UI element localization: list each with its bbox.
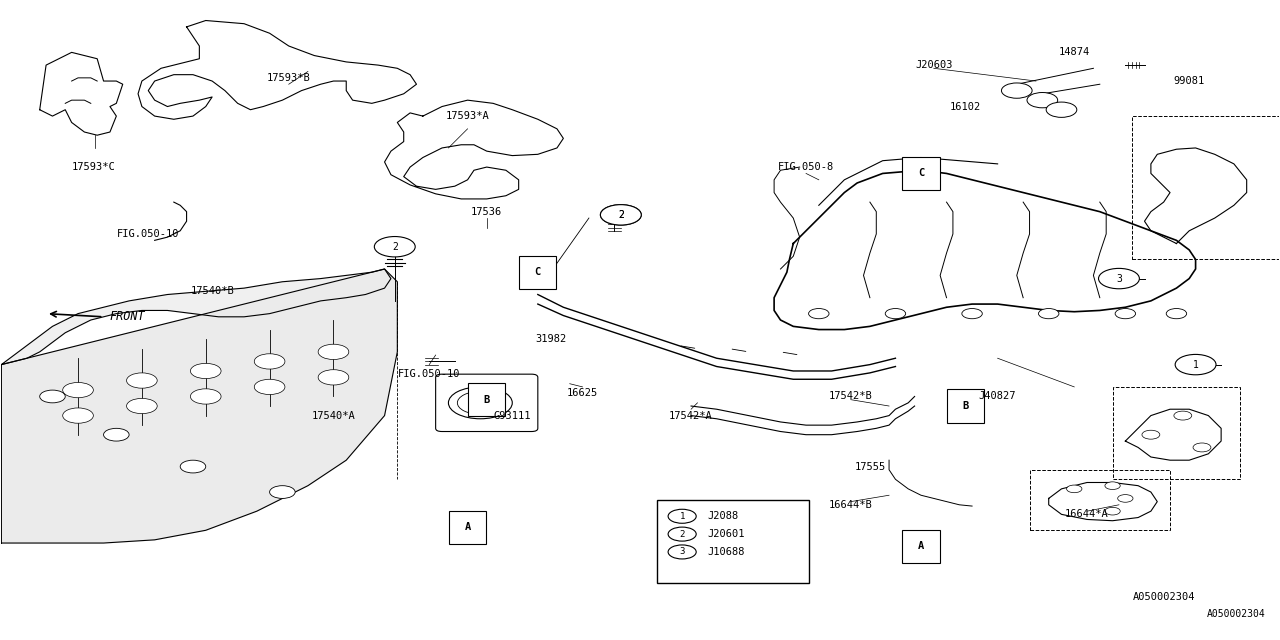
- Circle shape: [961, 308, 982, 319]
- Circle shape: [255, 380, 285, 394]
- Text: B: B: [484, 395, 490, 404]
- Circle shape: [1117, 495, 1133, 502]
- FancyBboxPatch shape: [468, 383, 506, 416]
- Text: 2: 2: [618, 210, 623, 220]
- Text: 31982: 31982: [535, 334, 566, 344]
- Circle shape: [668, 527, 696, 541]
- Text: FIG.050-10: FIG.050-10: [398, 369, 461, 379]
- Circle shape: [63, 408, 93, 423]
- Text: 16625: 16625: [567, 388, 598, 398]
- Circle shape: [1027, 93, 1057, 108]
- Circle shape: [1174, 411, 1192, 420]
- Circle shape: [809, 308, 829, 319]
- Circle shape: [1046, 102, 1076, 117]
- Circle shape: [1105, 482, 1120, 490]
- Polygon shape: [1, 269, 397, 543]
- Text: FIG.050-8: FIG.050-8: [778, 162, 835, 172]
- Text: 17540*B: 17540*B: [191, 286, 234, 296]
- Text: J40827: J40827: [979, 392, 1016, 401]
- Text: 1: 1: [1193, 360, 1198, 370]
- Text: J20603: J20603: [915, 60, 952, 70]
- FancyBboxPatch shape: [902, 157, 940, 190]
- Circle shape: [104, 428, 129, 441]
- Text: FRONT: FRONT: [110, 310, 146, 323]
- Circle shape: [1193, 443, 1211, 452]
- Text: 14874: 14874: [1059, 47, 1089, 58]
- Text: G93111: G93111: [494, 411, 531, 420]
- Text: 17536: 17536: [471, 207, 502, 217]
- Text: A: A: [465, 522, 471, 532]
- FancyBboxPatch shape: [449, 511, 486, 543]
- Text: 17593*C: 17593*C: [72, 162, 115, 172]
- Circle shape: [191, 389, 221, 404]
- Circle shape: [191, 364, 221, 379]
- Text: 1: 1: [680, 512, 685, 521]
- Circle shape: [1166, 308, 1187, 319]
- Text: 3: 3: [680, 547, 685, 556]
- Circle shape: [255, 354, 285, 369]
- Circle shape: [40, 390, 65, 403]
- Text: J10688: J10688: [708, 547, 745, 557]
- Circle shape: [886, 308, 906, 319]
- Text: 2: 2: [680, 530, 685, 539]
- Circle shape: [457, 392, 503, 414]
- Circle shape: [1105, 508, 1120, 515]
- Text: 2: 2: [392, 242, 398, 252]
- Circle shape: [1066, 485, 1082, 493]
- Circle shape: [668, 545, 696, 559]
- Text: B: B: [963, 401, 969, 411]
- Circle shape: [1098, 268, 1139, 289]
- Text: 17555: 17555: [854, 461, 886, 472]
- Text: 3: 3: [1116, 273, 1121, 284]
- Circle shape: [319, 344, 348, 360]
- FancyBboxPatch shape: [947, 390, 984, 422]
- Text: 17542*B: 17542*B: [829, 392, 873, 401]
- Circle shape: [180, 460, 206, 473]
- Text: 17540*A: 17540*A: [311, 411, 356, 420]
- Circle shape: [374, 237, 415, 257]
- Circle shape: [1115, 308, 1135, 319]
- Circle shape: [1038, 308, 1059, 319]
- Text: A: A: [918, 541, 924, 551]
- Text: A050002304: A050002304: [1207, 609, 1266, 620]
- Circle shape: [448, 387, 512, 419]
- Text: A050002304: A050002304: [1133, 592, 1196, 602]
- Text: 17542*A: 17542*A: [669, 411, 713, 420]
- FancyBboxPatch shape: [902, 530, 940, 563]
- Circle shape: [127, 373, 157, 388]
- FancyBboxPatch shape: [435, 374, 538, 431]
- Circle shape: [1142, 430, 1160, 439]
- Text: 99081: 99081: [1174, 76, 1204, 86]
- Circle shape: [270, 486, 296, 499]
- Text: J20601: J20601: [708, 529, 745, 539]
- Text: 16644*A: 16644*A: [1065, 509, 1108, 519]
- Circle shape: [600, 205, 641, 225]
- Text: FIG.050-10: FIG.050-10: [116, 229, 179, 239]
- Circle shape: [127, 398, 157, 413]
- Text: 17593*B: 17593*B: [268, 73, 311, 83]
- Circle shape: [668, 509, 696, 524]
- Text: 17593*A: 17593*A: [445, 111, 489, 121]
- Text: 2: 2: [618, 210, 623, 220]
- Text: C: C: [918, 168, 924, 179]
- Text: 16102: 16102: [950, 102, 982, 111]
- Circle shape: [1175, 355, 1216, 375]
- Text: 16644*B: 16644*B: [829, 500, 873, 510]
- FancyBboxPatch shape: [657, 500, 809, 582]
- Polygon shape: [1, 269, 390, 365]
- Circle shape: [600, 205, 641, 225]
- Circle shape: [319, 370, 348, 385]
- Circle shape: [63, 383, 93, 397]
- Text: C: C: [535, 268, 541, 277]
- Text: J2088: J2088: [708, 511, 739, 521]
- FancyBboxPatch shape: [520, 255, 557, 289]
- Circle shape: [1001, 83, 1032, 99]
